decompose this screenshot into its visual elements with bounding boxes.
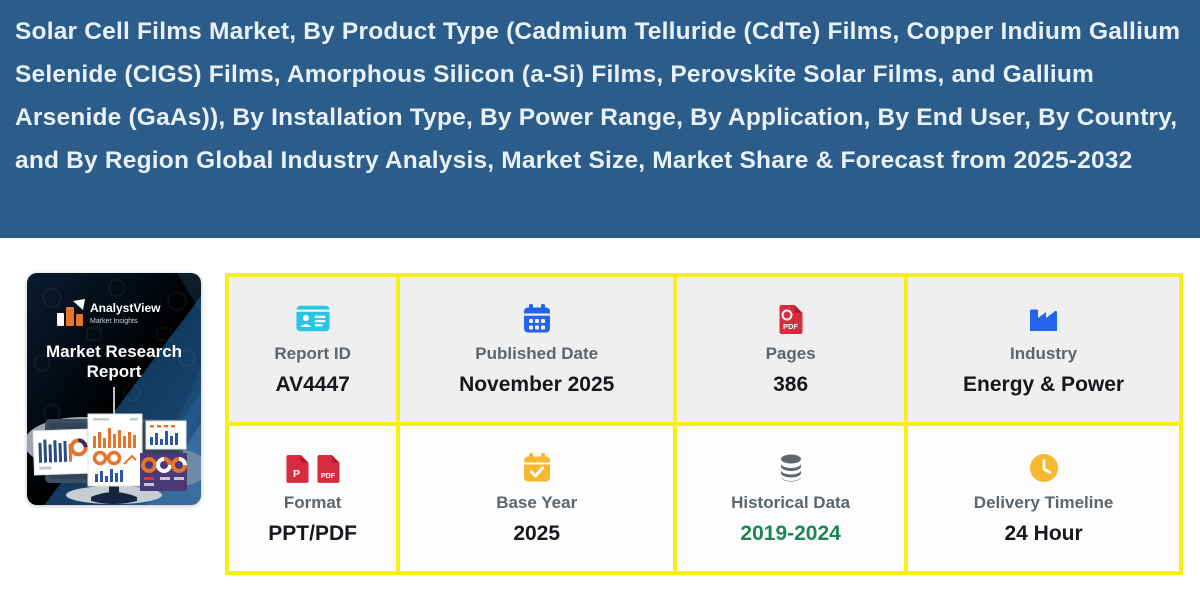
cover-title-line1: Market Research [46,342,182,361]
report-summary-section: AnalystView Market Insights Market Resea… [0,273,1200,575]
info-value: 2019-2024 [740,521,841,545]
info-label: Format [283,492,342,512]
database-icon [776,452,806,484]
ppt-and-pdf-file-icons: P PDF [285,452,340,484]
info-value: 2025 [513,521,561,545]
calendar-check-icon [523,452,551,484]
info-value: AV4447 [275,372,350,396]
report-page-card [87,413,143,487]
info-label: Base Year [496,492,578,512]
svg-text:AnalystView: AnalystView [90,301,161,315]
info-card-report-id: Report ID AV4447 [229,277,397,422]
svg-text:Market Insights: Market Insights [90,318,138,325]
info-card-pages: PDF Pages 386 [677,277,905,422]
info-value: November 2025 [459,372,615,396]
info-value: 24 Hour [1004,521,1083,545]
info-label: Pages [765,343,816,363]
clock-icon [1029,452,1059,484]
donut-charts-card [140,453,187,491]
analystview-logo: AnalystView Market Insights [57,299,161,326]
info-label: Published Date [475,343,599,363]
info-label: Industry [1010,343,1078,363]
info-card-format: P PDF Format PPT/PDF [229,426,397,571]
report-title-banner: Solar Cell Films Market, By Product Type… [0,0,1200,238]
factory-icon [1028,303,1060,335]
info-value: 386 [773,372,809,396]
svg-text:P: P [293,468,300,480]
info-card-base-year: Base Year 2025 [400,426,674,571]
calendar-icon [523,303,551,335]
info-card-industry: Industry Energy & Power [908,277,1179,422]
small-chart-card [145,420,187,450]
info-card-delivery-timeline: Delivery Timeline 24 Hour [908,426,1179,571]
report-cover-illustration: AnalystView Market Insights Market Resea… [27,273,201,505]
pdf-file-icon: PDF [317,454,340,483]
id-card-icon [296,303,330,335]
info-label: Delivery Timeline [973,492,1114,512]
info-card-historical-data: Historical Data 2019-2024 [677,426,905,571]
report-info-grid: Report ID AV4447 Published Date November… [225,273,1183,575]
info-label: Historical Data [731,492,851,512]
info-value: Energy & Power [963,372,1125,396]
info-card-published-date: Published Date November 2025 [400,277,674,422]
pdf-file-icon: PDF [778,303,803,335]
report-title: Solar Cell Films Market, By Product Type… [15,18,1181,174]
svg-text:PDF: PDF [321,471,336,480]
bar-chart-card [32,428,90,476]
svg-text:PDF: PDF [783,322,798,331]
info-label: Report ID [274,343,351,363]
info-value: PPT/PDF [268,521,357,545]
ppt-file-icon: P [286,454,309,483]
report-cover-thumbnail: AnalystView Market Insights Market Resea… [27,273,201,505]
cover-title-line2: Report [87,362,142,381]
